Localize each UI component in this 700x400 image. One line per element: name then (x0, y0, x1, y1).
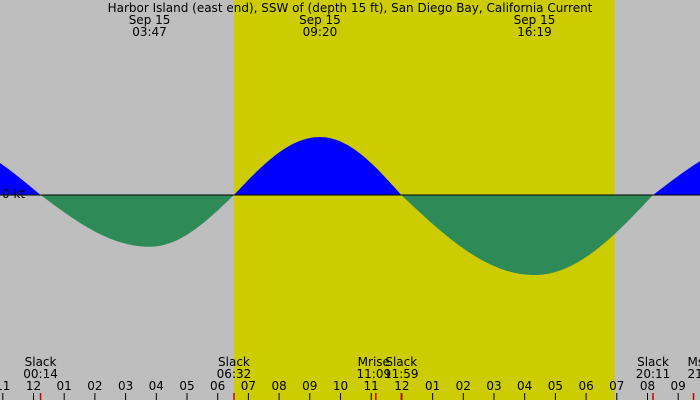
ebb-area-3 (402, 195, 654, 275)
event-time-5: 21:2 (688, 367, 700, 381)
max-current-time-1: 09:20 (303, 25, 338, 39)
max-current-time-0: 03:47 (132, 25, 167, 39)
event-label-1: Slack (218, 355, 250, 369)
hour-label-1: 12 (26, 379, 41, 393)
hour-label-2: 01 (57, 379, 72, 393)
event-label-2: Mrise (358, 355, 390, 369)
chart-title: Harbor Island (east end), SSW of (depth … (108, 1, 593, 15)
hour-label-12: 11 (364, 379, 379, 393)
max-current-time-2: 16:19 (517, 25, 552, 39)
hour-label-4: 03 (118, 379, 133, 393)
hour-label-14: 01 (425, 379, 440, 393)
hour-label-22: 09 (671, 379, 686, 393)
event-label-0: Slack (25, 355, 57, 369)
hour-label-15: 02 (456, 379, 471, 393)
flood-area-4 (654, 161, 700, 195)
event-label-4: Slack (637, 355, 669, 369)
hour-label-9: 08 (271, 379, 286, 393)
flood-area-2 (234, 137, 402, 195)
max-current-date-2: Sep 15 (514, 13, 556, 27)
event-time-3: 11:59 (384, 367, 419, 381)
hour-label-11: 10 (333, 379, 348, 393)
hour-label-6: 05 (179, 379, 194, 393)
hour-label-0: 11 (0, 379, 10, 393)
hour-label-21: 08 (640, 379, 655, 393)
max-current-date-1: Sep 15 (299, 13, 341, 27)
hour-label-5: 04 (149, 379, 164, 393)
hour-label-20: 07 (609, 379, 624, 393)
hour-label-18: 05 (548, 379, 563, 393)
event-time-1: 06:32 (217, 367, 252, 381)
max-current-date-0: Sep 15 (129, 13, 171, 27)
hour-label-7: 06 (210, 379, 225, 393)
hour-label-19: 06 (578, 379, 593, 393)
hour-label-8: 07 (241, 379, 256, 393)
hour-label-13: 12 (394, 379, 409, 393)
event-time-4: 20:11 (636, 367, 671, 381)
hour-label-10: 09 (302, 379, 317, 393)
event-time-0: 00:14 (23, 367, 58, 381)
hour-label-17: 04 (517, 379, 532, 393)
hour-label-3: 02 (87, 379, 102, 393)
event-time-2: 11:09 (357, 367, 392, 381)
flood-area-0 (0, 163, 41, 195)
event-label-3: Slack (385, 355, 417, 369)
event-label-5: Mset (688, 355, 700, 369)
zero-axis-label: 0 kt (2, 187, 25, 201)
hour-label-16: 03 (486, 379, 501, 393)
ebb-area-1 (41, 195, 234, 247)
